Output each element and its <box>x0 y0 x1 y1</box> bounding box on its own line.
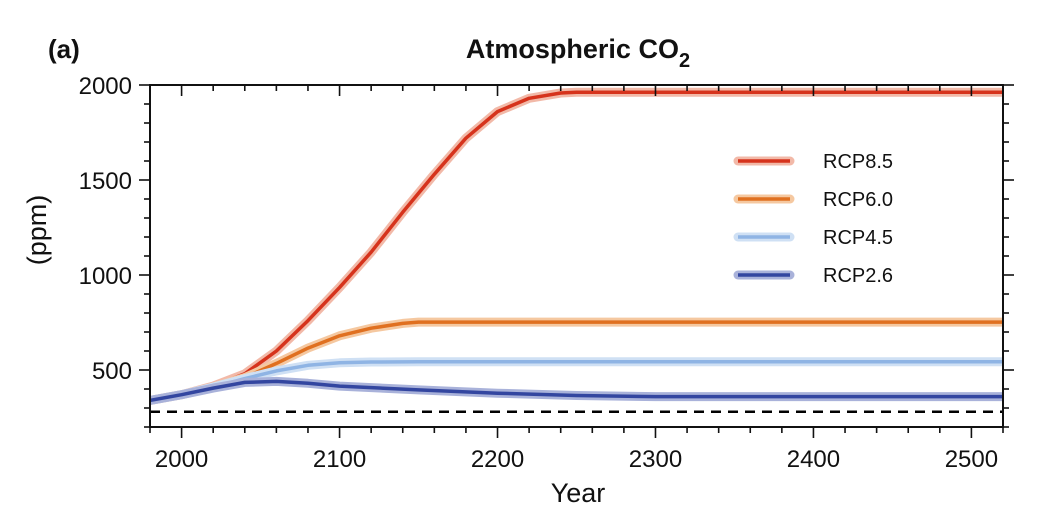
axis-ticks: 2000 2100 2200 2300 2400 2500 500 1000 1500 2000 <box>79 73 1014 473</box>
legend-label-rcp6-0: RCP6.0 <box>823 189 893 211</box>
x-tick-label: 2000 <box>155 446 208 473</box>
y-tick-label: 2000 <box>79 73 132 100</box>
x-tick-label: 2200 <box>471 446 524 473</box>
legend-label-rcp2-6: RCP2.6 <box>823 265 893 287</box>
panel-label: (a) <box>48 34 80 64</box>
y-tick-label: 500 <box>92 358 132 385</box>
chart-title: Atmospheric CO2 <box>466 34 690 72</box>
x-axis-label: Year <box>551 478 606 508</box>
plot-area <box>150 87 1003 414</box>
legend-label-rcp8-5: RCP8.5 <box>823 151 893 173</box>
x-tick-label: 2500 <box>945 446 998 473</box>
legend-label-rcp4-5: RCP4.5 <box>823 227 893 249</box>
y-tick-label: 1500 <box>79 168 132 195</box>
y-tick-label: 1000 <box>79 263 132 290</box>
plot-frame <box>149 84 1004 428</box>
chart-title-subscript: 2 <box>679 50 690 72</box>
x-tick-label: 2400 <box>787 446 840 473</box>
series-line-rcp2-6 <box>150 379 1003 403</box>
legend: RCP8.5 RCP6.0 RCP4.5 RCP2.6 <box>733 151 893 287</box>
x-tick-label: 2300 <box>629 446 682 473</box>
x-tick-label: 2100 <box>313 446 366 473</box>
y-axis-label: (ppm) <box>22 195 52 266</box>
